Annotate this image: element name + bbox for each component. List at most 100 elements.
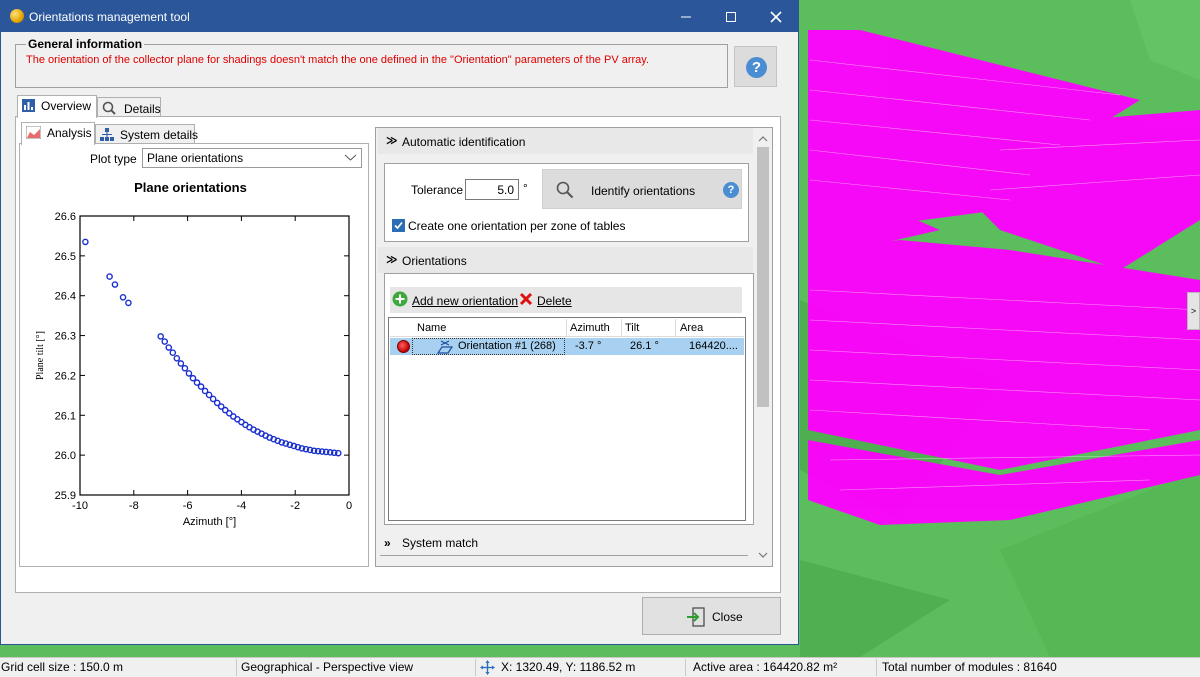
data-point	[209, 395, 217, 403]
data-point	[314, 447, 322, 455]
data-point	[197, 383, 205, 390]
cell-azimuth: -3.7 °	[575, 340, 602, 352]
chart-title: Plane orientations	[134, 180, 247, 195]
data-point	[221, 406, 229, 414]
automatic-identification-header[interactable]: ≫ Automatic identification	[378, 128, 753, 154]
column-name-header[interactable]: Name	[417, 322, 447, 334]
y-tick-label: 26.2	[55, 370, 76, 382]
tab-details[interactable]: Details	[97, 97, 161, 118]
data-point	[106, 273, 113, 280]
exit-door-icon	[687, 607, 705, 627]
x-tick-label: -2	[290, 500, 300, 512]
tab-overview-label: Overview	[41, 99, 92, 113]
y-tick-label: 26.1	[55, 410, 76, 422]
maximize-button[interactable]	[708, 1, 754, 32]
chevron-down-icon	[758, 552, 768, 558]
data-point	[322, 448, 330, 456]
minimize-icon	[681, 16, 691, 18]
column-tilt-header[interactable]: Tilt	[625, 322, 640, 334]
plane-orientations-chart: Plane orientations -10 -8 -6 -4 -2 0 25.9 26.0 26…	[35, 180, 352, 528]
cursor-coordinates: X: 1320.49, Y: 1186.52 m	[501, 660, 636, 674]
maximize-icon	[726, 12, 736, 22]
add-orientation-label: Add new orientation	[412, 294, 519, 308]
tab-analysis[interactable]: Analysis	[21, 122, 95, 145]
tab-details-label: Details	[124, 102, 161, 116]
window-title: Orientations management tool	[29, 10, 190, 24]
plot-type-label: Plot type	[90, 152, 137, 166]
data-point	[165, 344, 173, 351]
help-button[interactable]: ?	[734, 46, 777, 87]
x-tick-label: -6	[183, 500, 193, 512]
y-tick-label: 26.3	[55, 331, 76, 343]
tab-system-details-label: System details	[120, 128, 199, 142]
x-tick-label: -8	[129, 500, 139, 512]
active-area: Active area : 164420.82 m²	[693, 660, 838, 674]
magnifier-icon	[102, 101, 116, 115]
chevron-down-icon	[344, 154, 357, 161]
minimize-button[interactable]	[663, 1, 709, 32]
data-point	[286, 441, 294, 449]
tab-overview[interactable]: Overview	[17, 95, 97, 118]
table-header: Name Azimuth Tilt Area	[390, 319, 744, 337]
system-match-heading: System match	[402, 536, 479, 550]
data-point	[213, 399, 221, 407]
data-point	[278, 439, 286, 446]
x-tick-label: 0	[346, 500, 352, 512]
status-bar: Grid cell size : 150.0 m Geographical - …	[0, 657, 1200, 677]
data-point	[201, 387, 209, 395]
system-match-header[interactable]: » System match	[378, 530, 753, 556]
data-point	[282, 440, 290, 447]
warning-message: The orientation of the collector plane f…	[26, 54, 650, 66]
identify-orientations-button[interactable]: Identify orientations ?	[542, 169, 742, 209]
data-point	[298, 445, 306, 452]
orientations-header[interactable]: ≫ Orientations	[378, 247, 753, 273]
area-chart-icon	[25, 125, 42, 140]
column-area-header[interactable]: Area	[680, 322, 704, 334]
per-zone-label: Create one orientation per zone of table…	[408, 219, 626, 233]
tab-analysis-label: Analysis	[47, 126, 92, 140]
table-row[interactable]: Orientation #1 (268) -3.7 ° 26.1 ° 16442…	[390, 338, 744, 355]
automatic-identification-heading: Automatic identification	[402, 135, 526, 149]
close-window-button[interactable]	[753, 1, 799, 32]
expand-icon: »	[384, 536, 391, 550]
record-icon[interactable]	[397, 340, 410, 353]
data-point	[189, 374, 197, 382]
move-cursor-icon	[480, 660, 495, 675]
cell-area: 164420....	[689, 340, 738, 352]
data-point	[193, 379, 201, 386]
data-point	[111, 281, 119, 288]
orientations-heading: Orientations	[402, 254, 467, 268]
column-azimuth-header[interactable]: Azimuth	[570, 322, 610, 334]
plot-type-value: Plane orientations	[147, 151, 244, 165]
help-icon[interactable]: ?	[723, 182, 739, 198]
y-tick-label: 26.0	[55, 450, 76, 462]
cell-name: Orientation #1 (268)	[458, 340, 556, 352]
data-point	[310, 447, 318, 455]
side-panel-toggle[interactable]: >	[1187, 292, 1200, 330]
bar-chart-icon	[22, 99, 35, 112]
data-point	[294, 443, 302, 451]
app-icon	[10, 9, 24, 23]
close-button[interactable]: Close	[642, 597, 781, 635]
data-point	[318, 448, 326, 455]
data-point	[82, 238, 89, 246]
scrollbar-thumb[interactable]	[757, 147, 769, 407]
data-point	[302, 445, 310, 453]
identify-orientations-label: Identify orientations	[591, 184, 696, 198]
data-point	[157, 333, 164, 340]
y-tick-label: 26.4	[55, 291, 76, 303]
per-zone-checkbox[interactable]	[392, 219, 405, 232]
tab-system-details[interactable]: System details	[95, 124, 199, 145]
orientations-toolbar	[390, 287, 742, 313]
data-point	[205, 391, 213, 399]
y-tick-label: 26.6	[55, 211, 76, 223]
delete-x-icon	[519, 292, 533, 306]
data-point	[326, 449, 334, 456]
x-tick-label: -4	[237, 500, 247, 512]
tolerance-input[interactable]: 5.0	[465, 179, 519, 200]
data-point	[217, 403, 225, 410]
data-point	[161, 338, 169, 345]
magnifier-icon	[556, 181, 574, 199]
plus-circle-icon	[392, 291, 408, 307]
plot-type-select[interactable]: Plane orientations	[142, 148, 362, 168]
